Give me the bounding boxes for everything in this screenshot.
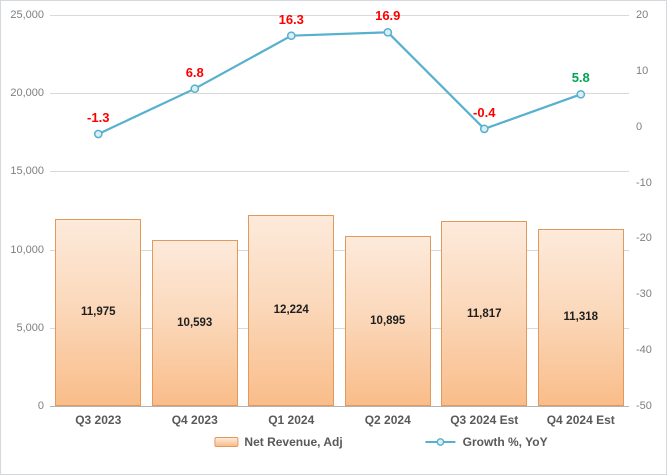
bar-value-label: 11,318 bbox=[563, 311, 599, 324]
legend: Net Revenue, Adj Growth %, YoY bbox=[214, 435, 548, 449]
left-axis-tick-label: 15,000 bbox=[10, 165, 44, 178]
bar-value-label: 12,224 bbox=[273, 304, 309, 317]
growth-line bbox=[97, 31, 582, 135]
revenue-bar bbox=[55, 218, 142, 406]
left-axis-tick-label: 0 bbox=[37, 400, 44, 412]
revenue-bar bbox=[248, 214, 335, 406]
right-axis-tick-label: -50 bbox=[636, 400, 652, 412]
right-axis-tick-label: -30 bbox=[636, 288, 652, 301]
right-axis-tick-label: -10 bbox=[636, 176, 652, 189]
revenue-bar bbox=[537, 228, 624, 406]
left-axis-tick-label: 20,000 bbox=[10, 87, 44, 100]
category-label: Q4 2024 Est bbox=[546, 413, 615, 427]
left-axis-tick-label: 5,000 bbox=[16, 321, 44, 334]
growth-point-marker bbox=[286, 31, 296, 41]
left-axis-tick-label: 25,000 bbox=[10, 9, 44, 21]
growth-point-marker bbox=[190, 84, 200, 94]
gridline bbox=[50, 249, 629, 251]
bar-value-label: 11,975 bbox=[80, 306, 116, 319]
gridline bbox=[50, 406, 629, 407]
growth-value-label: 5.8 bbox=[571, 70, 590, 86]
growth-value-label: -1.3 bbox=[87, 109, 110, 125]
legend-label-growth: Growth %, YoY bbox=[462, 435, 548, 449]
bar-value-label: 10,895 bbox=[370, 314, 406, 327]
growth-point-marker bbox=[383, 27, 393, 37]
gridline bbox=[50, 171, 629, 173]
legend-item-net-revenue: Net Revenue, Adj bbox=[214, 435, 343, 449]
legend-item-growth: Growth %, YoY bbox=[425, 435, 548, 449]
category-label: Q3 2023 bbox=[75, 413, 122, 427]
revenue-bar bbox=[344, 235, 431, 406]
gridline bbox=[50, 327, 629, 329]
growth-point-marker bbox=[479, 124, 489, 134]
category-label: Q4 2023 bbox=[171, 413, 218, 427]
growth-point-marker bbox=[93, 129, 103, 139]
bar-value-label: 11,817 bbox=[466, 307, 502, 320]
category-label: Q2 2024 bbox=[364, 413, 411, 427]
bar-series-swatch-icon bbox=[214, 437, 239, 447]
right-axis-tick-label: -40 bbox=[636, 344, 652, 357]
revenue-bar bbox=[151, 240, 238, 406]
legend-label-net-revenue: Net Revenue, Adj bbox=[244, 435, 343, 449]
bar-value-label: 10,593 bbox=[177, 317, 213, 330]
growth-point-marker bbox=[576, 89, 586, 99]
gridline bbox=[50, 15, 629, 16]
growth-value-label: 16.9 bbox=[375, 8, 401, 24]
right-axis-tick-label: 20 bbox=[636, 9, 649, 21]
growth-value-label: 16.3 bbox=[278, 11, 304, 27]
growth-value-label: 6.8 bbox=[185, 64, 204, 80]
right-axis-tick-label: 10 bbox=[636, 64, 649, 77]
right-axis-tick-label: -20 bbox=[636, 232, 652, 245]
revenue-bar bbox=[441, 221, 528, 406]
category-label: Q1 2024 bbox=[268, 413, 315, 427]
line-series-swatch-icon bbox=[425, 437, 457, 447]
right-axis-tick-label: 0 bbox=[636, 120, 643, 133]
category-label: Q3 2024 Est bbox=[450, 413, 519, 427]
left-axis-tick-label: 10,000 bbox=[10, 243, 44, 256]
gridline bbox=[50, 93, 629, 95]
growth-value-label: -0.4 bbox=[473, 104, 496, 120]
